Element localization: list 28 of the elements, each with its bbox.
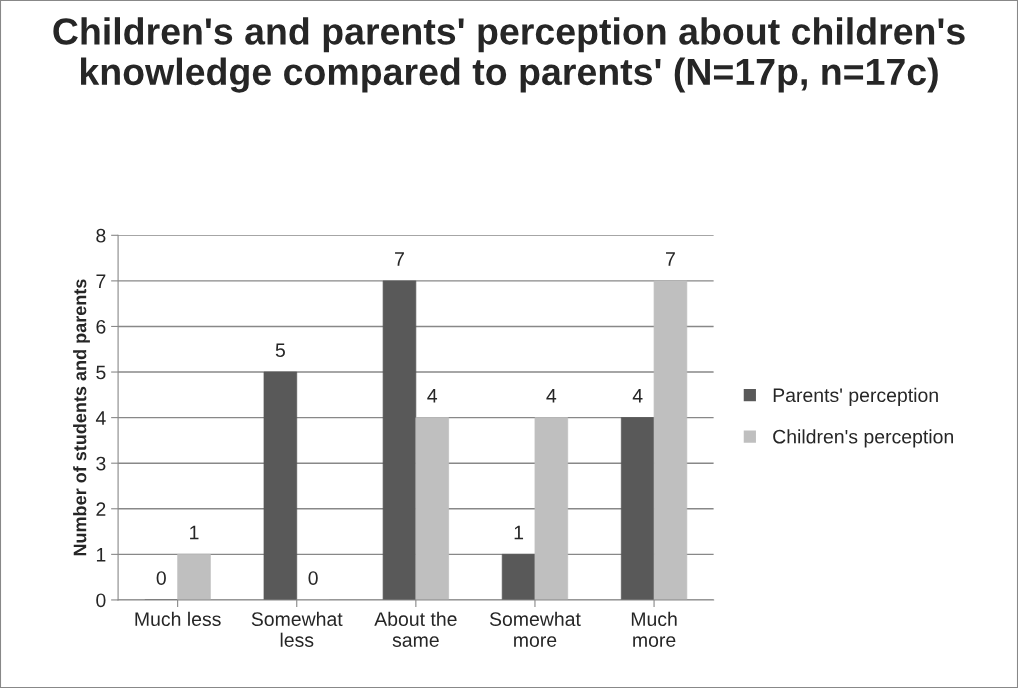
y-tick-label: 4 [95, 411, 106, 425]
data-label: 4 [546, 389, 557, 403]
legend-label: Parents' perception [773, 387, 938, 406]
data-label: 0 [156, 571, 166, 585]
x-tick-label: Much more [631, 611, 677, 647]
data-label: 1 [514, 525, 524, 540]
data-label: 4 [427, 389, 438, 403]
y-tick-label: 6 [96, 319, 106, 334]
data-label: 7 [395, 252, 404, 266]
data-label: 1 [190, 525, 199, 540]
y-axis-title: Number of students and parents [73, 279, 90, 556]
x-tick-label: Somewhat less [251, 611, 343, 647]
legend-label: Children's perception [773, 429, 953, 448]
y-tick-label: 8 [96, 228, 106, 243]
y-tick-label: 5 [96, 365, 106, 380]
y-tick-label: 7 [96, 274, 106, 288]
chart-title: Children's and parents' perception about children's knowledge compared to parents' (N=17p, n=17c) [53, 17, 965, 93]
data-label: 4 [632, 389, 643, 403]
data-label: 5 [275, 343, 285, 358]
x-tick-label: Much less [135, 611, 221, 627]
x-tick-label: Somewhat more [489, 611, 581, 647]
y-tick-label: 2 [96, 502, 106, 516]
y-tick-label: 0 [96, 593, 106, 608]
data-label: 0 [308, 571, 318, 585]
y-tick-label: 3 [96, 456, 106, 471]
y-tick-label: 1 [96, 548, 106, 562]
data-label: 7 [666, 252, 675, 266]
x-tick-label: About the same [374, 611, 457, 647]
